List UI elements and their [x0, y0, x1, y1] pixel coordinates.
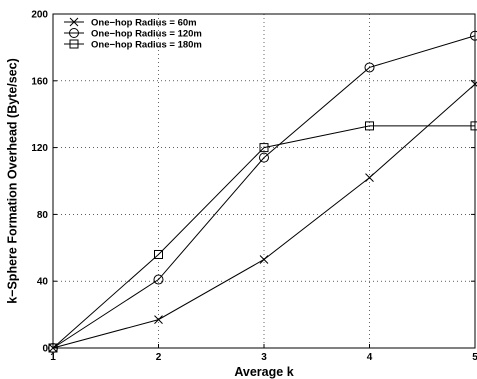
grid [53, 14, 475, 348]
y-tick-label: 40 [37, 277, 49, 288]
data-point-circle-marker [470, 30, 477, 41]
y-tick-label: 160 [31, 76, 48, 87]
legend-label: One−hop Radius = 180m [91, 40, 202, 51]
data-point-x-marker [154, 315, 163, 324]
data-point-circle-marker [364, 62, 375, 73]
series-square [48, 121, 477, 353]
y-tick-label: 0 [42, 344, 48, 355]
y-tick-label: 80 [37, 210, 49, 221]
y-tick-label: 120 [31, 143, 48, 154]
plot-frame [52, 13, 476, 349]
data-point-circle-marker [259, 152, 269, 163]
legend-label: One−hop Radius = 120m [91, 29, 202, 40]
data-point-x-marker [69, 17, 79, 27]
x-tick-label: 3 [261, 352, 267, 363]
legend-item: One−hop Radius = 60m [64, 18, 197, 29]
legend-label: One−hop Radius = 60m [91, 18, 197, 29]
series-line [52, 83, 476, 349]
series-line [52, 125, 475, 349]
data-point-square-marker [154, 249, 163, 259]
x-tick-label: 4 [367, 352, 373, 363]
data-point-circle-marker [69, 28, 79, 38]
data-point-x-marker [259, 255, 269, 264]
series-circle [48, 30, 477, 353]
data-point-x-marker [365, 173, 374, 183]
legend-item: One−hop Radius = 180m [64, 39, 202, 51]
series-x [48, 79, 477, 353]
series-group [48, 30, 477, 353]
x-tick-label: 1 [50, 352, 56, 363]
tick-labels: 0 40 80 120 160 200 1 2 3 4 5 [31, 10, 477, 364]
x-axis-label: Average k [234, 365, 293, 379]
data-point-square-marker [365, 121, 374, 131]
data-point-square-marker [69, 39, 79, 49]
data-point-square-marker [470, 121, 477, 131]
series-line [52, 35, 476, 349]
data-point-x-marker [470, 79, 477, 89]
data-point-square-marker [259, 143, 269, 153]
x-tick-label: 5 [472, 352, 477, 363]
y-axis-label: k−Sphere Formation Overhead (Byte/sec) [5, 58, 19, 304]
data-point-circle-marker [153, 274, 164, 285]
y-tick-label: 200 [31, 10, 48, 21]
x-tick-label: 2 [156, 352, 162, 363]
legend-item: One−hop Radius = 120m [64, 28, 202, 40]
